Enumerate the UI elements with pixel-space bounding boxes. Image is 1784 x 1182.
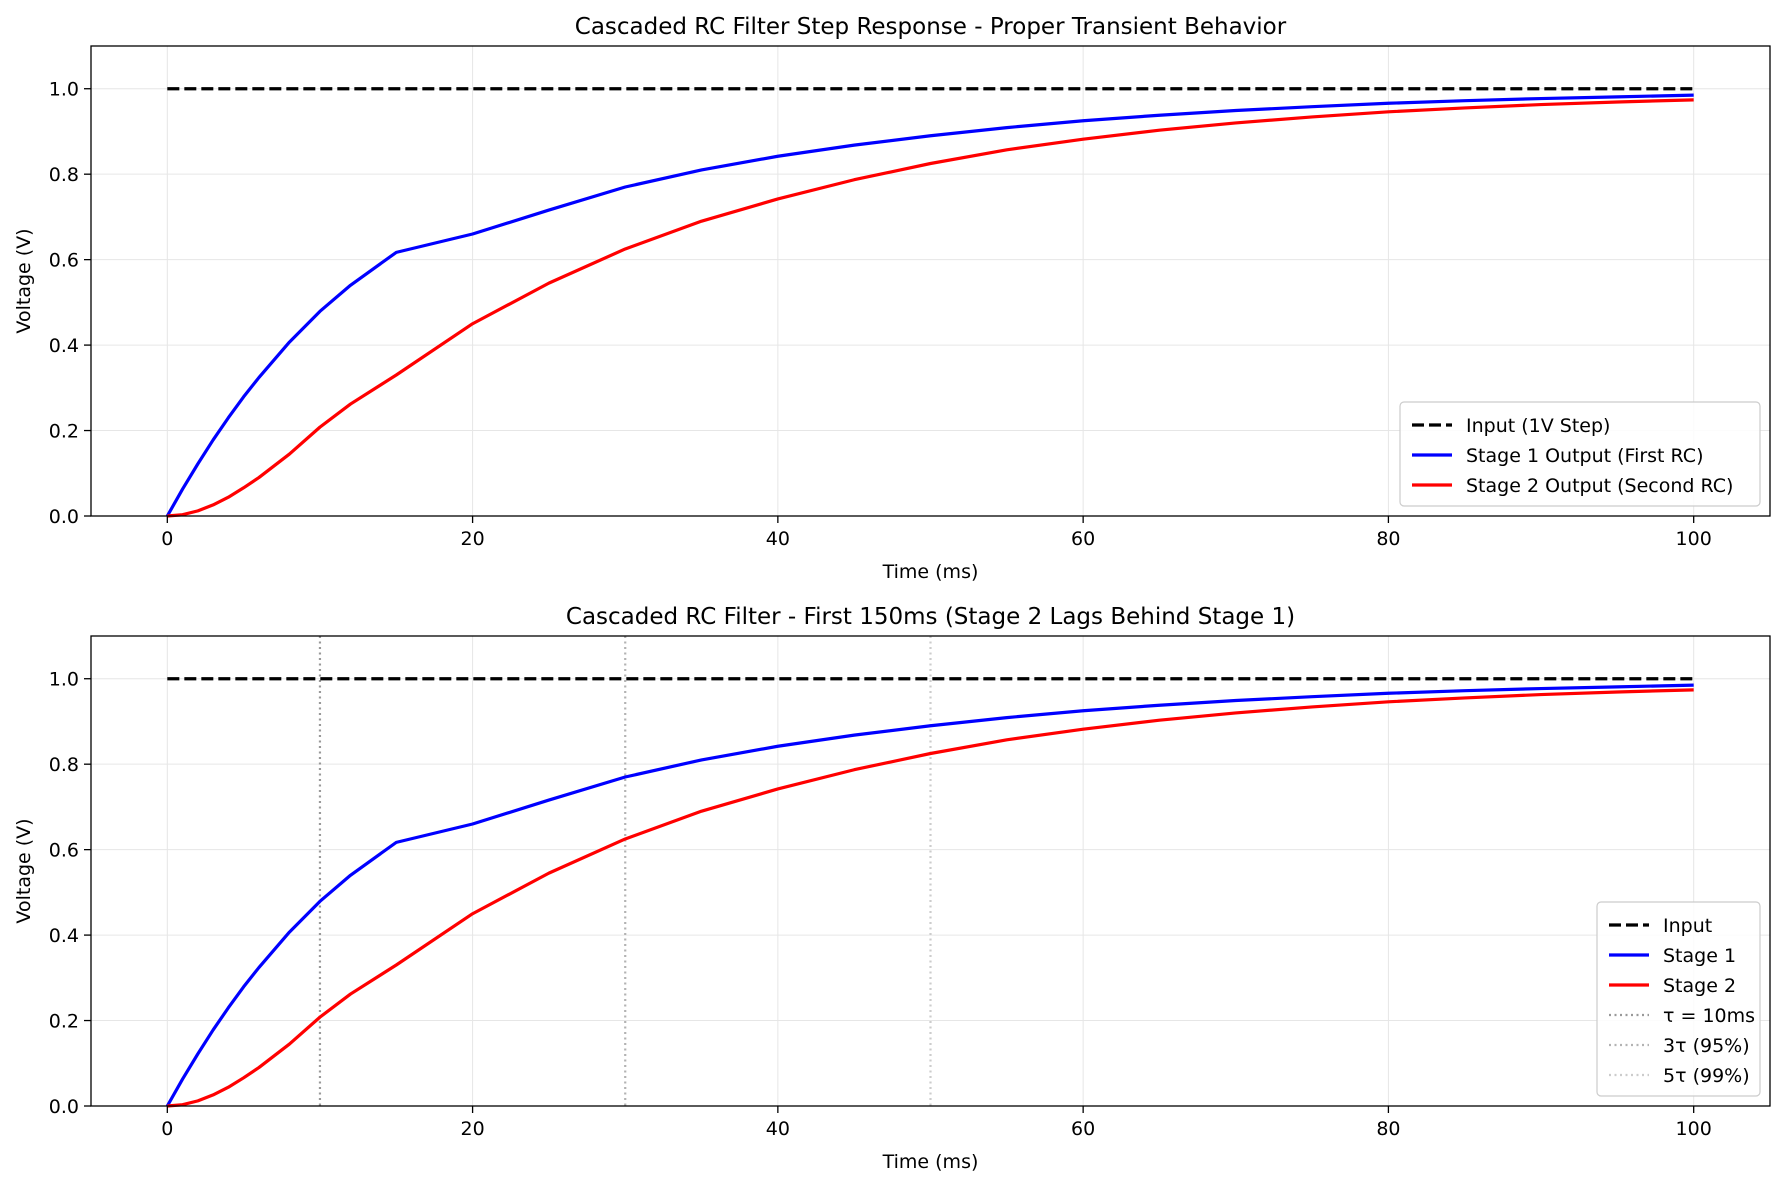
chart-panel-1: 0 20 40 60 80 100 0.0 0.2 0.4 0.6 0.8 1.0 Cascaded R… (13, 14, 1771, 583)
x-tick-label-0: 0 (161, 528, 173, 550)
x-tick-label-3: 60 (1071, 1118, 1095, 1140)
y-tick-label-4: 0.8 (49, 164, 79, 186)
x-axis-label: Time (ms) (882, 561, 979, 583)
axes-frame (90, 635, 1771, 1107)
x-tick-label-0: 0 (161, 1118, 173, 1140)
legend-label-1: Input (1663, 915, 1712, 937)
legend-label-2: Stage 1 Output (First RC) (1466, 445, 1703, 467)
x-tick-label-1: 20 (460, 1118, 484, 1140)
y-tick-label-2: 0.4 (49, 925, 79, 947)
x-tick-label-4: 80 (1376, 528, 1400, 550)
x-tick-label-1: 20 (460, 528, 484, 550)
x-tick-label-2: 40 (766, 528, 790, 550)
legend: Input (1V Step) Stage 1 Output (First RC)… (1399, 401, 1761, 507)
x-tick-label-5: 100 (1676, 528, 1712, 550)
x-tick-label-2: 40 (766, 1118, 790, 1140)
legend-label-5: 3τ (95%) (1663, 1035, 1750, 1057)
legend-label-2: Stage 1 (1663, 945, 1736, 967)
y-tick-label-5: 1.0 (49, 669, 79, 691)
axes-frame (90, 45, 1771, 517)
y-tick-label-0: 0.0 (49, 506, 79, 528)
x-tick-label-3: 60 (1071, 528, 1095, 550)
legend-box (1399, 401, 1761, 507)
chart-title: Cascaded RC Filter Step Response - Prope… (575, 14, 1287, 40)
y-tick-label-0: 0.0 (49, 1096, 79, 1118)
y-tick-label-1: 0.2 (49, 1011, 79, 1033)
series-line-2 (165, 93, 1694, 517)
series-line-2 (165, 683, 1694, 1107)
y-axis-label: Voltage (V) (13, 818, 35, 923)
y-tick-label-5: 1.0 (49, 79, 79, 101)
x-tick-label-4: 80 (1376, 1118, 1400, 1140)
legend-label-3: Stage 2 (1663, 975, 1736, 997)
y-axis-label: Voltage (V) (13, 228, 35, 333)
y-tick-label-4: 0.8 (49, 754, 79, 776)
chart-title: Cascaded RC Filter - First 150ms (Stage … (566, 604, 1295, 630)
legend-label-3: Stage 2 Output (Second RC) (1466, 475, 1733, 497)
legend: Input Stage 1 Stage 2 τ = 10ms 3τ (95%) 5τ (9… (1596, 901, 1761, 1097)
legend-box (1596, 901, 1761, 1097)
chart-panel-2: 0 20 40 60 80 100 0.0 0.2 0.4 0.6 0.8 1.0 Cascaded R… (13, 604, 1771, 1173)
y-tick-label-1: 0.2 (49, 421, 79, 443)
x-axis-label: Time (ms) (882, 1151, 979, 1173)
series-line-3 (167, 688, 1694, 1108)
y-tick-label-2: 0.4 (49, 335, 79, 357)
y-tick-label-3: 0.6 (49, 840, 79, 862)
legend-label-4: τ = 10ms (1663, 1005, 1755, 1027)
legend-label-6: 5τ (99%) (1663, 1065, 1750, 1087)
x-tick-label-5: 100 (1676, 1118, 1712, 1140)
legend-label-1: Input (1V Step) (1466, 415, 1610, 437)
series-line-3 (167, 98, 1694, 518)
y-tick-label-3: 0.6 (49, 250, 79, 272)
